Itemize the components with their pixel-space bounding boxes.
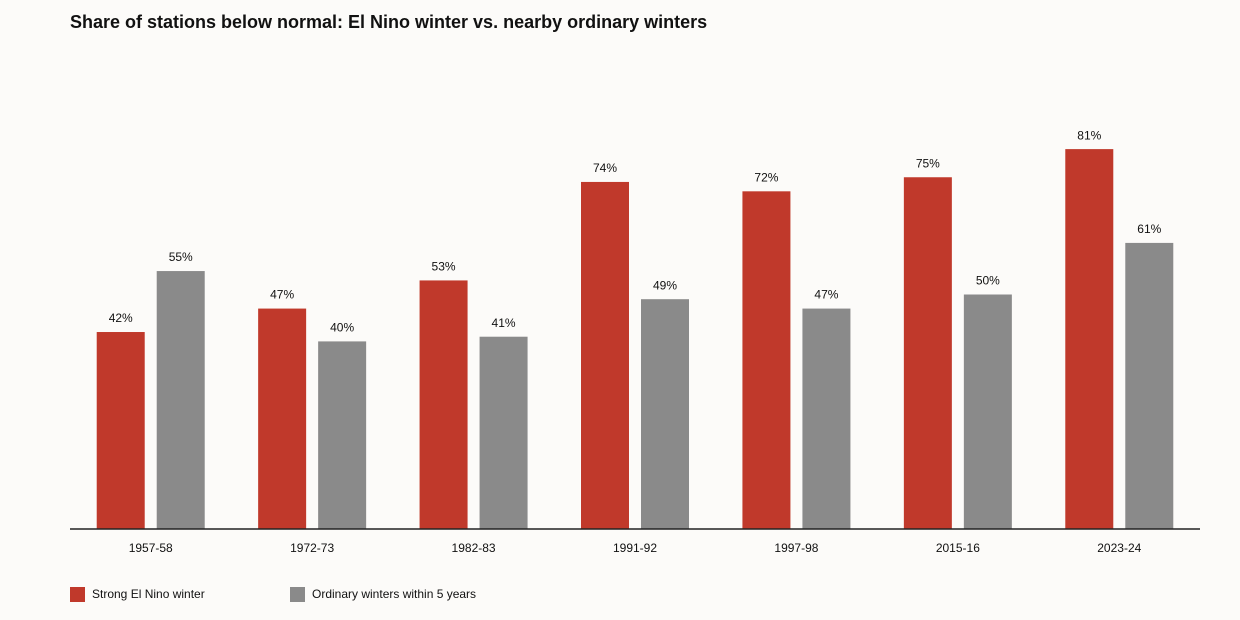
legend-label: Strong El Nino winter xyxy=(92,587,205,601)
x-tick-label: 2015-16 xyxy=(936,541,980,555)
x-tick-label: 1972-73 xyxy=(290,541,334,555)
legend-label: Ordinary winters within 5 years xyxy=(312,587,476,601)
value-label: 74% xyxy=(593,161,617,175)
bar xyxy=(96,332,145,529)
bar xyxy=(156,271,205,529)
bar xyxy=(479,336,528,529)
bar xyxy=(258,308,307,529)
value-label: 61% xyxy=(1137,222,1161,236)
x-tick-label: 1991-92 xyxy=(613,541,657,555)
value-label: 55% xyxy=(169,250,193,264)
value-label: 81% xyxy=(1077,128,1101,142)
bar xyxy=(1065,149,1114,530)
legend-swatch xyxy=(290,587,305,602)
x-tick-label: 2023-24 xyxy=(1097,541,1141,555)
value-label: 47% xyxy=(270,288,294,302)
value-label: 47% xyxy=(814,288,838,302)
chart-title: Share of stations below normal: El Nino … xyxy=(70,12,707,32)
value-label: 42% xyxy=(109,311,133,325)
bar xyxy=(581,181,629,529)
value-label: 40% xyxy=(330,321,354,335)
value-label: 41% xyxy=(492,316,516,330)
bar xyxy=(641,299,689,529)
bar xyxy=(963,294,1012,529)
bar xyxy=(419,280,468,529)
x-tick-label: 1982-83 xyxy=(452,541,496,555)
bar xyxy=(318,341,367,529)
value-label: 72% xyxy=(754,170,778,184)
value-label: 50% xyxy=(976,274,1000,288)
value-label: 53% xyxy=(432,260,456,274)
bar xyxy=(903,177,952,529)
bar xyxy=(802,308,851,529)
x-tick-label: 1997-98 xyxy=(774,541,818,555)
bar xyxy=(742,191,791,529)
value-label: 75% xyxy=(916,156,940,170)
legend-swatch xyxy=(70,587,85,602)
value-label: 49% xyxy=(653,278,677,292)
x-tick-label: 1957-58 xyxy=(129,541,173,555)
bar xyxy=(1125,242,1174,529)
